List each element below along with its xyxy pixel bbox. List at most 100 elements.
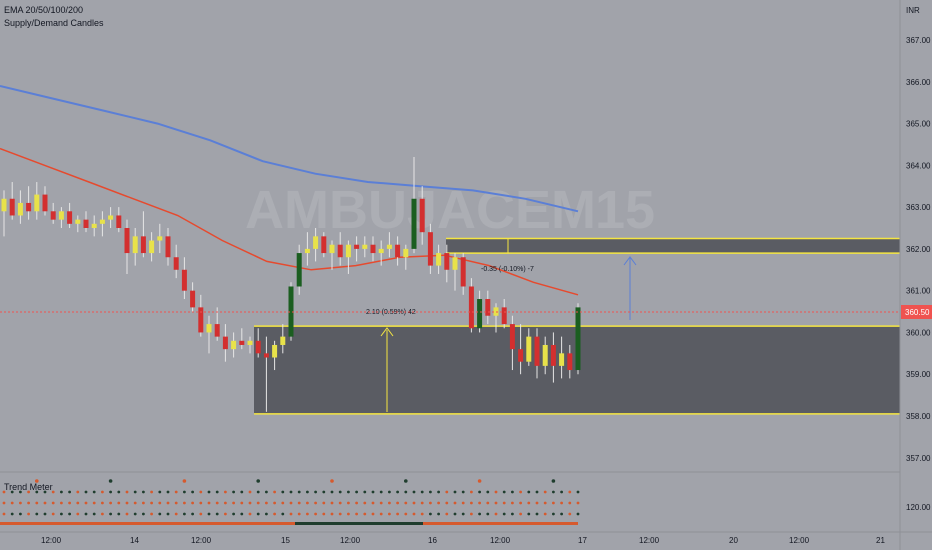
trend-meter-dot	[568, 501, 572, 505]
candle[interactable]	[239, 328, 245, 350]
candle[interactable]	[34, 182, 40, 220]
candle[interactable]	[452, 253, 458, 291]
trend-meter-dot	[388, 490, 391, 494]
candle[interactable]	[214, 307, 220, 341]
candle[interactable]	[181, 257, 187, 300]
candle[interactable]	[222, 324, 228, 362]
candle[interactable]	[91, 215, 97, 237]
candle[interactable]	[345, 240, 351, 274]
candle[interactable]	[477, 290, 483, 333]
trend-meter-dot	[27, 501, 30, 505]
candle[interactable]	[67, 202, 73, 228]
trend-meter-dot	[142, 512, 145, 516]
candle[interactable]	[99, 211, 105, 237]
candle[interactable]	[17, 190, 23, 224]
trend-meter-dot	[535, 490, 539, 494]
candle[interactable]	[518, 324, 524, 375]
candle[interactable]	[231, 332, 237, 358]
candle[interactable]	[140, 211, 146, 258]
trend-meter-dot	[552, 512, 555, 516]
candle[interactable]	[280, 324, 286, 354]
candle[interactable]	[50, 202, 56, 224]
candle-body	[296, 253, 302, 287]
candle[interactable]	[354, 236, 360, 262]
trend-meter-dot	[453, 512, 457, 516]
candle[interactable]	[550, 332, 556, 383]
candle[interactable]	[190, 282, 196, 312]
candle[interactable]	[534, 328, 540, 379]
candle[interactable]	[542, 336, 548, 375]
supply-demand-indicator-label[interactable]: Supply/Demand Candles	[4, 18, 104, 28]
candle[interactable]	[288, 282, 294, 341]
candle[interactable]	[42, 186, 48, 216]
trend-meter-signal-dot	[477, 479, 482, 483]
candle[interactable]	[337, 232, 343, 266]
watermark-interval: 15	[595, 180, 655, 240]
trend-meter-dot	[306, 490, 309, 494]
candle[interactable]	[501, 299, 507, 329]
candle[interactable]	[296, 244, 302, 295]
supply-zone[interactable]	[446, 238, 900, 254]
candle[interactable]	[468, 278, 474, 333]
candle[interactable]	[58, 207, 64, 228]
candle[interactable]	[321, 232, 327, 258]
trend-meter-dot	[519, 490, 522, 494]
candle[interactable]	[411, 156, 417, 254]
candle[interactable]	[444, 244, 450, 283]
candle-body	[460, 257, 466, 287]
candle[interactable]	[509, 315, 515, 371]
candle[interactable]	[1, 190, 7, 237]
candle[interactable]	[575, 303, 581, 375]
candle[interactable]	[272, 340, 278, 371]
candle[interactable]	[198, 294, 204, 337]
candle[interactable]	[436, 244, 442, 274]
candle[interactable]	[395, 236, 401, 266]
candle[interactable]	[370, 236, 376, 262]
candle[interactable]	[132, 228, 138, 266]
ema-indicator-label[interactable]: EMA 20/50/100/200	[4, 5, 84, 15]
trend-meter-dot	[502, 512, 506, 516]
trend-meter-dot	[470, 512, 473, 516]
candle[interactable]	[26, 186, 32, 220]
trend-meter-dot	[297, 490, 301, 494]
candle[interactable]	[460, 253, 466, 295]
candle[interactable]	[157, 223, 163, 254]
candle[interactable]	[75, 215, 81, 233]
candle-body	[313, 236, 319, 249]
candle[interactable]	[419, 186, 425, 245]
candle[interactable]	[559, 336, 565, 379]
candle-body	[1, 198, 7, 212]
candle[interactable]	[304, 232, 310, 266]
candle[interactable]	[567, 344, 573, 379]
candle[interactable]	[403, 244, 409, 270]
candle[interactable]	[124, 219, 130, 274]
trend-meter-dot	[519, 501, 522, 505]
candle[interactable]	[378, 240, 384, 266]
trend-meter-label[interactable]: Trend Meter	[4, 482, 53, 492]
candle[interactable]	[526, 328, 532, 366]
candle[interactable]	[165, 228, 171, 266]
candle[interactable]	[263, 336, 269, 412]
candle[interactable]	[83, 211, 89, 233]
candle-body	[165, 236, 171, 258]
candle[interactable]	[173, 244, 179, 279]
candle[interactable]	[329, 240, 335, 270]
candle[interactable]	[485, 290, 491, 325]
trend-meter-dot	[68, 512, 71, 516]
candle[interactable]	[149, 232, 155, 262]
candle[interactable]	[427, 223, 433, 274]
candle-body	[108, 215, 114, 220]
candle[interactable]	[206, 315, 212, 354]
trend-meter-dot	[322, 501, 326, 505]
candle-body	[34, 194, 40, 212]
candle[interactable]	[255, 328, 261, 358]
candle[interactable]	[108, 207, 114, 228]
time-tick-label: 14	[130, 536, 139, 545]
candle[interactable]	[386, 232, 392, 258]
candle[interactable]	[362, 236, 368, 258]
candle[interactable]	[116, 207, 122, 233]
candle[interactable]	[313, 228, 319, 262]
candle[interactable]	[9, 182, 15, 220]
candle[interactable]	[247, 336, 253, 354]
